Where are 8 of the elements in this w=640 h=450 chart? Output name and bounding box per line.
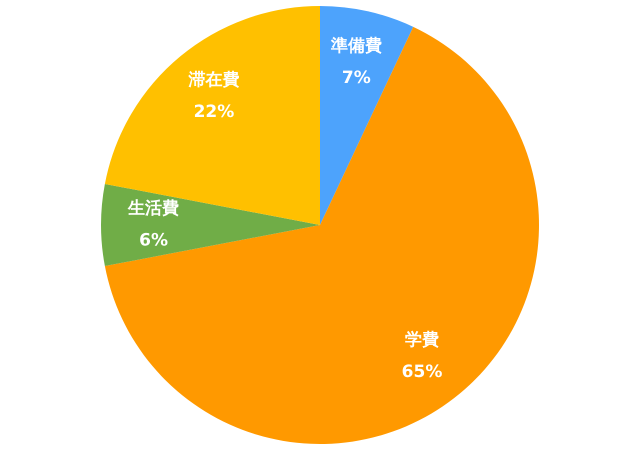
data-label: 65% [402,362,442,382]
slice-label: 生活費 [127,198,180,218]
data-label: 22% [194,102,234,122]
data-label: 7% [342,68,371,88]
slice-label: 学費 [405,330,440,350]
data-label: 6% [139,230,168,250]
slice-label: 準備費 [330,36,382,56]
slice-label: 滞在費 [187,70,240,90]
